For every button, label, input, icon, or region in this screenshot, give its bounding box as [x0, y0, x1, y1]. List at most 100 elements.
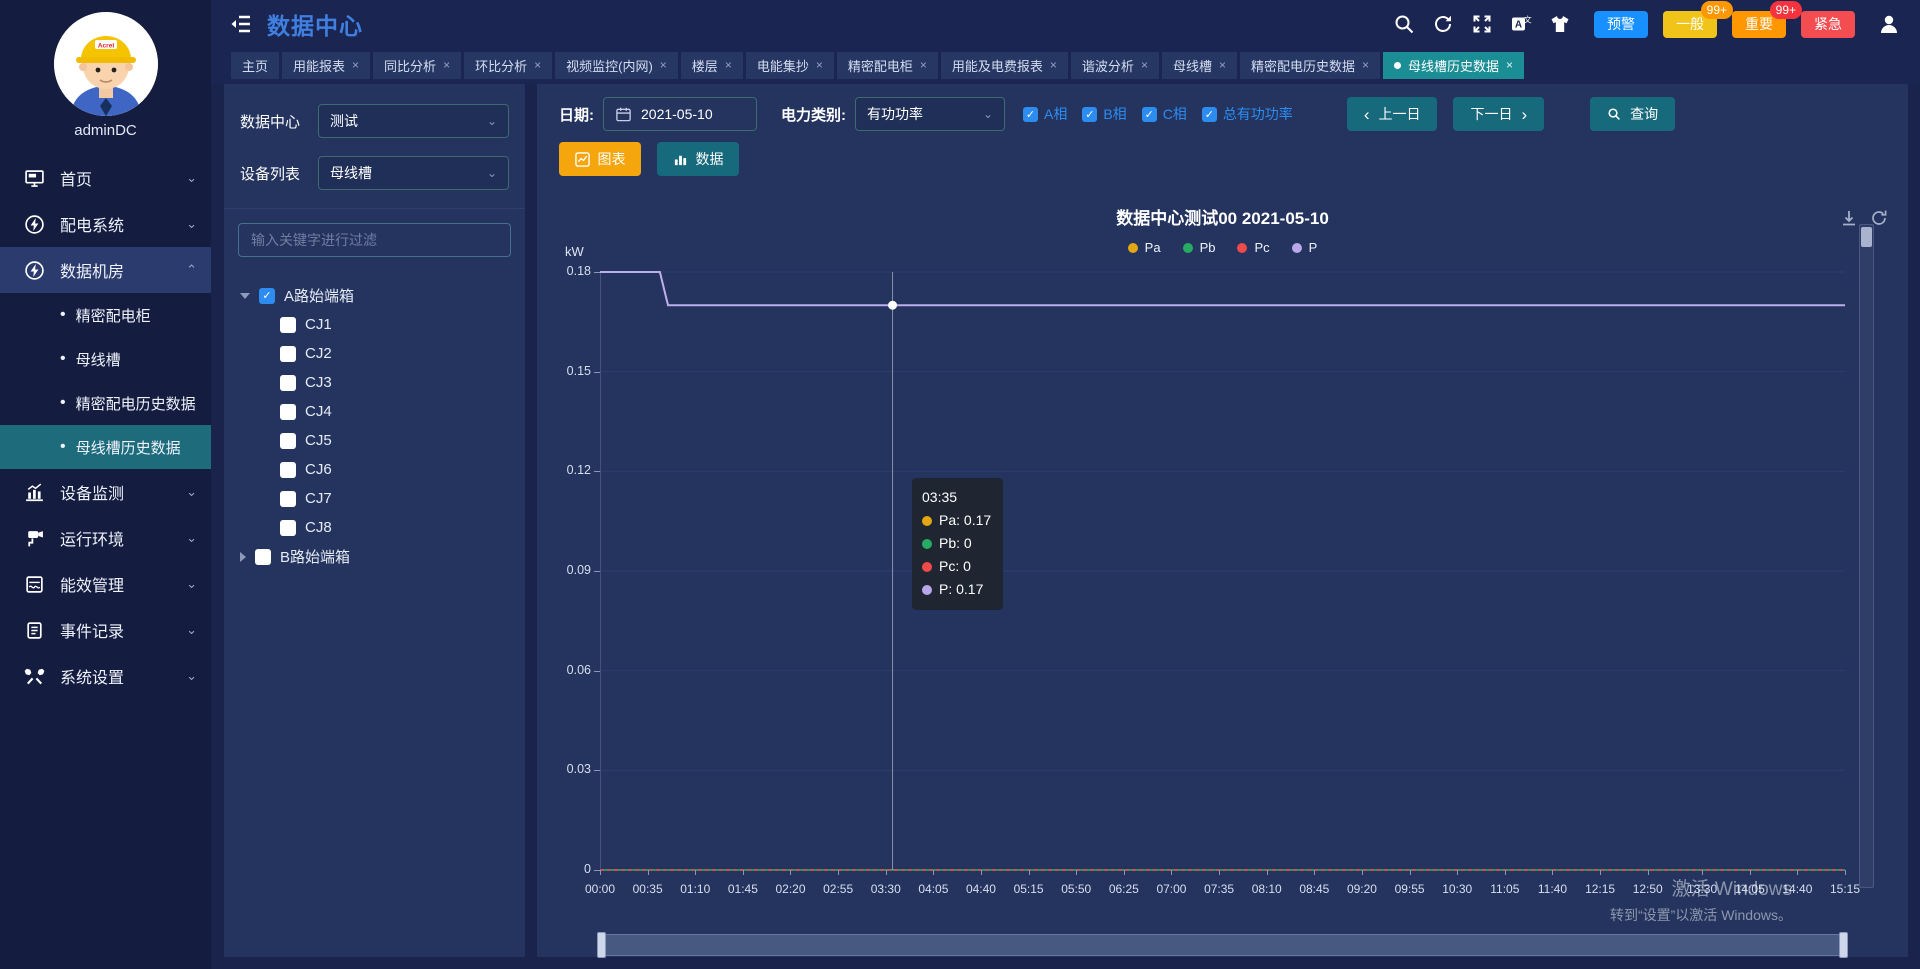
phase-checkbox[interactable]: ✓ C相 [1141, 104, 1187, 124]
tree-checkbox[interactable] [280, 403, 296, 420]
user-icon[interactable] [1878, 13, 1900, 35]
sidebar-item-label: 运行环境 [60, 532, 125, 549]
close-tab-icon[interactable]: × [1049, 58, 1057, 72]
avatar[interactable]: Acrel [53, 12, 158, 116]
sidebar-subitem[interactable]: • 母线槽历史数据 [0, 425, 211, 469]
tree-leaf[interactable]: CJ7 [240, 484, 509, 513]
phase-checkbox[interactable]: ✓ 总有功功率 [1201, 104, 1293, 124]
tree-filter-input[interactable] [238, 223, 511, 257]
chart-view-button[interactable]: 图表 [559, 142, 641, 176]
query-button[interactable]: 查询 [1590, 97, 1676, 131]
sidebar-item[interactable]: 系统设置 ⌄ [0, 653, 211, 699]
tab[interactable]: 用能报表 × [282, 51, 371, 79]
prev-day-label: 上一日 [1378, 106, 1421, 122]
tree-leaf[interactable]: CJ2 [240, 339, 509, 368]
close-tab-icon[interactable]: × [443, 58, 451, 72]
close-tab-icon[interactable]: × [1218, 58, 1226, 72]
tab[interactable]: 母线槽 × [1161, 51, 1237, 79]
power-type-select[interactable]: 有功功率 ⌄ [855, 97, 1005, 131]
tab[interactable]: 电能集抄 × [745, 51, 834, 79]
close-tab-icon[interactable]: × [815, 58, 823, 72]
close-tab-icon[interactable]: × [659, 58, 667, 72]
chevron-down-icon: ⌄ [186, 622, 197, 637]
sidebar-subitem[interactable]: • 精密配电历史数据 [0, 381, 211, 425]
datazoom-right-handle[interactable] [1839, 932, 1848, 958]
theme-shirt-icon[interactable] [1549, 13, 1571, 35]
tree-checkbox[interactable] [280, 461, 296, 478]
legend-item[interactable]: Pa [1127, 240, 1161, 255]
alarm-button[interactable]: 预警 [1594, 10, 1648, 38]
alarm-button[interactable]: 重要 99+ [1732, 0, 1802, 38]
tab[interactable]: 主页 [231, 51, 280, 79]
datacenter-select[interactable]: 测试 ⌄ [318, 104, 509, 138]
alarm-button[interactable]: 一般 99+ [1663, 0, 1733, 38]
devicelist-select[interactable]: 母线槽 ⌄ [318, 156, 509, 190]
close-tab-icon[interactable]: × [1506, 58, 1514, 72]
sidebar-subitem[interactable]: • 精密配电柜 [0, 293, 211, 337]
tree-checkbox[interactable]: ✓ [259, 287, 275, 304]
line-chart[interactable] [600, 271, 1845, 871]
legend-item[interactable]: P [1291, 240, 1317, 255]
tree-leaf[interactable]: CJ1 [240, 310, 509, 339]
tree-leaf[interactable]: CJ5 [240, 426, 509, 455]
close-tab-icon[interactable]: × [1140, 58, 1148, 72]
tree-checkbox[interactable] [280, 519, 296, 536]
datazoom-left-handle[interactable] [597, 932, 606, 958]
legend-item[interactable]: Pb [1182, 240, 1215, 255]
tab[interactable]: 环比分析 × [464, 51, 553, 79]
next-day-button[interactable]: 下一日 › [1453, 97, 1545, 131]
tree-leaf[interactable]: CJ4 [240, 397, 509, 426]
legend-item[interactable]: Pc [1237, 240, 1270, 255]
caret-right-icon[interactable] [240, 551, 246, 562]
tree-checkbox[interactable] [280, 345, 296, 362]
tab[interactable]: 楼层 × [680, 51, 743, 79]
tree-node[interactable]: B路始端箱 [240, 542, 509, 571]
phase-checkbox[interactable]: ✓ B相 [1082, 104, 1127, 124]
tab[interactable]: 谐波分析 × [1070, 51, 1159, 79]
tab[interactable]: 精密配电柜 × [836, 51, 938, 79]
download-icon[interactable] [1839, 208, 1859, 228]
caret-down-icon[interactable] [240, 292, 250, 299]
tree-leaf[interactable]: CJ6 [240, 455, 509, 484]
sidebar-item[interactable]: 能效管理 ⌄ [0, 561, 211, 607]
date-picker[interactable]: 2021-05-10 [603, 97, 757, 131]
menu-fold-icon[interactable] [229, 12, 253, 36]
sidebar-item[interactable]: 首页 ⌄ [0, 155, 211, 201]
close-tab-icon[interactable]: × [724, 58, 732, 72]
sidebar-item[interactable]: 数据机房 ⌃ [0, 247, 211, 293]
close-tab-icon[interactable]: × [1362, 58, 1370, 72]
vertical-zoom-handle[interactable] [1861, 227, 1872, 247]
tree-leaf[interactable]: CJ3 [240, 368, 509, 397]
tab[interactable]: 精密配电历史数据 × [1239, 51, 1381, 79]
sidebar-item[interactable]: 运行环境 ⌄ [0, 515, 211, 561]
tab[interactable]: 视频监控(内网) × [555, 51, 678, 79]
tree-checkbox[interactable] [280, 374, 296, 391]
tab[interactable]: 同比分析 × [373, 51, 462, 79]
close-tab-icon[interactable]: × [919, 58, 927, 72]
tree-leaf[interactable]: CJ8 [240, 513, 509, 542]
tree-checkbox[interactable] [255, 548, 271, 565]
tab[interactable]: 用能及电费报表 × [940, 51, 1068, 79]
tree-checkbox[interactable] [280, 316, 296, 333]
refresh-icon[interactable] [1432, 13, 1454, 35]
sidebar-item[interactable]: 配电系统 ⌄ [0, 201, 211, 247]
prev-day-button[interactable]: ‹ 上一日 [1346, 97, 1438, 131]
tab[interactable]: 母线槽历史数据 × [1383, 51, 1525, 79]
search-icon[interactable] [1393, 13, 1415, 35]
phase-checkbox[interactable]: ✓ A相 [1023, 104, 1067, 124]
tree-node[interactable]: ✓ A路始端箱 [240, 281, 509, 310]
tree-checkbox[interactable] [280, 432, 296, 449]
close-tab-icon[interactable]: × [534, 58, 542, 72]
sidebar-item[interactable]: 设备监测 ⌄ [0, 469, 211, 515]
sidebar-subitem[interactable]: • 母线槽 [0, 337, 211, 381]
sidebar-item[interactable]: 事件记录 ⌄ [0, 607, 211, 653]
datazoom-slider[interactable] [597, 932, 1848, 958]
restore-icon[interactable] [1869, 208, 1889, 228]
tree-checkbox[interactable] [280, 490, 296, 507]
close-tab-icon[interactable]: × [352, 58, 360, 72]
data-view-button[interactable]: 数据 [657, 142, 739, 176]
vertical-zoom-slider[interactable] [1859, 224, 1874, 888]
fullscreen-icon[interactable] [1471, 13, 1493, 35]
alarm-button[interactable]: 紧急 [1801, 10, 1855, 38]
